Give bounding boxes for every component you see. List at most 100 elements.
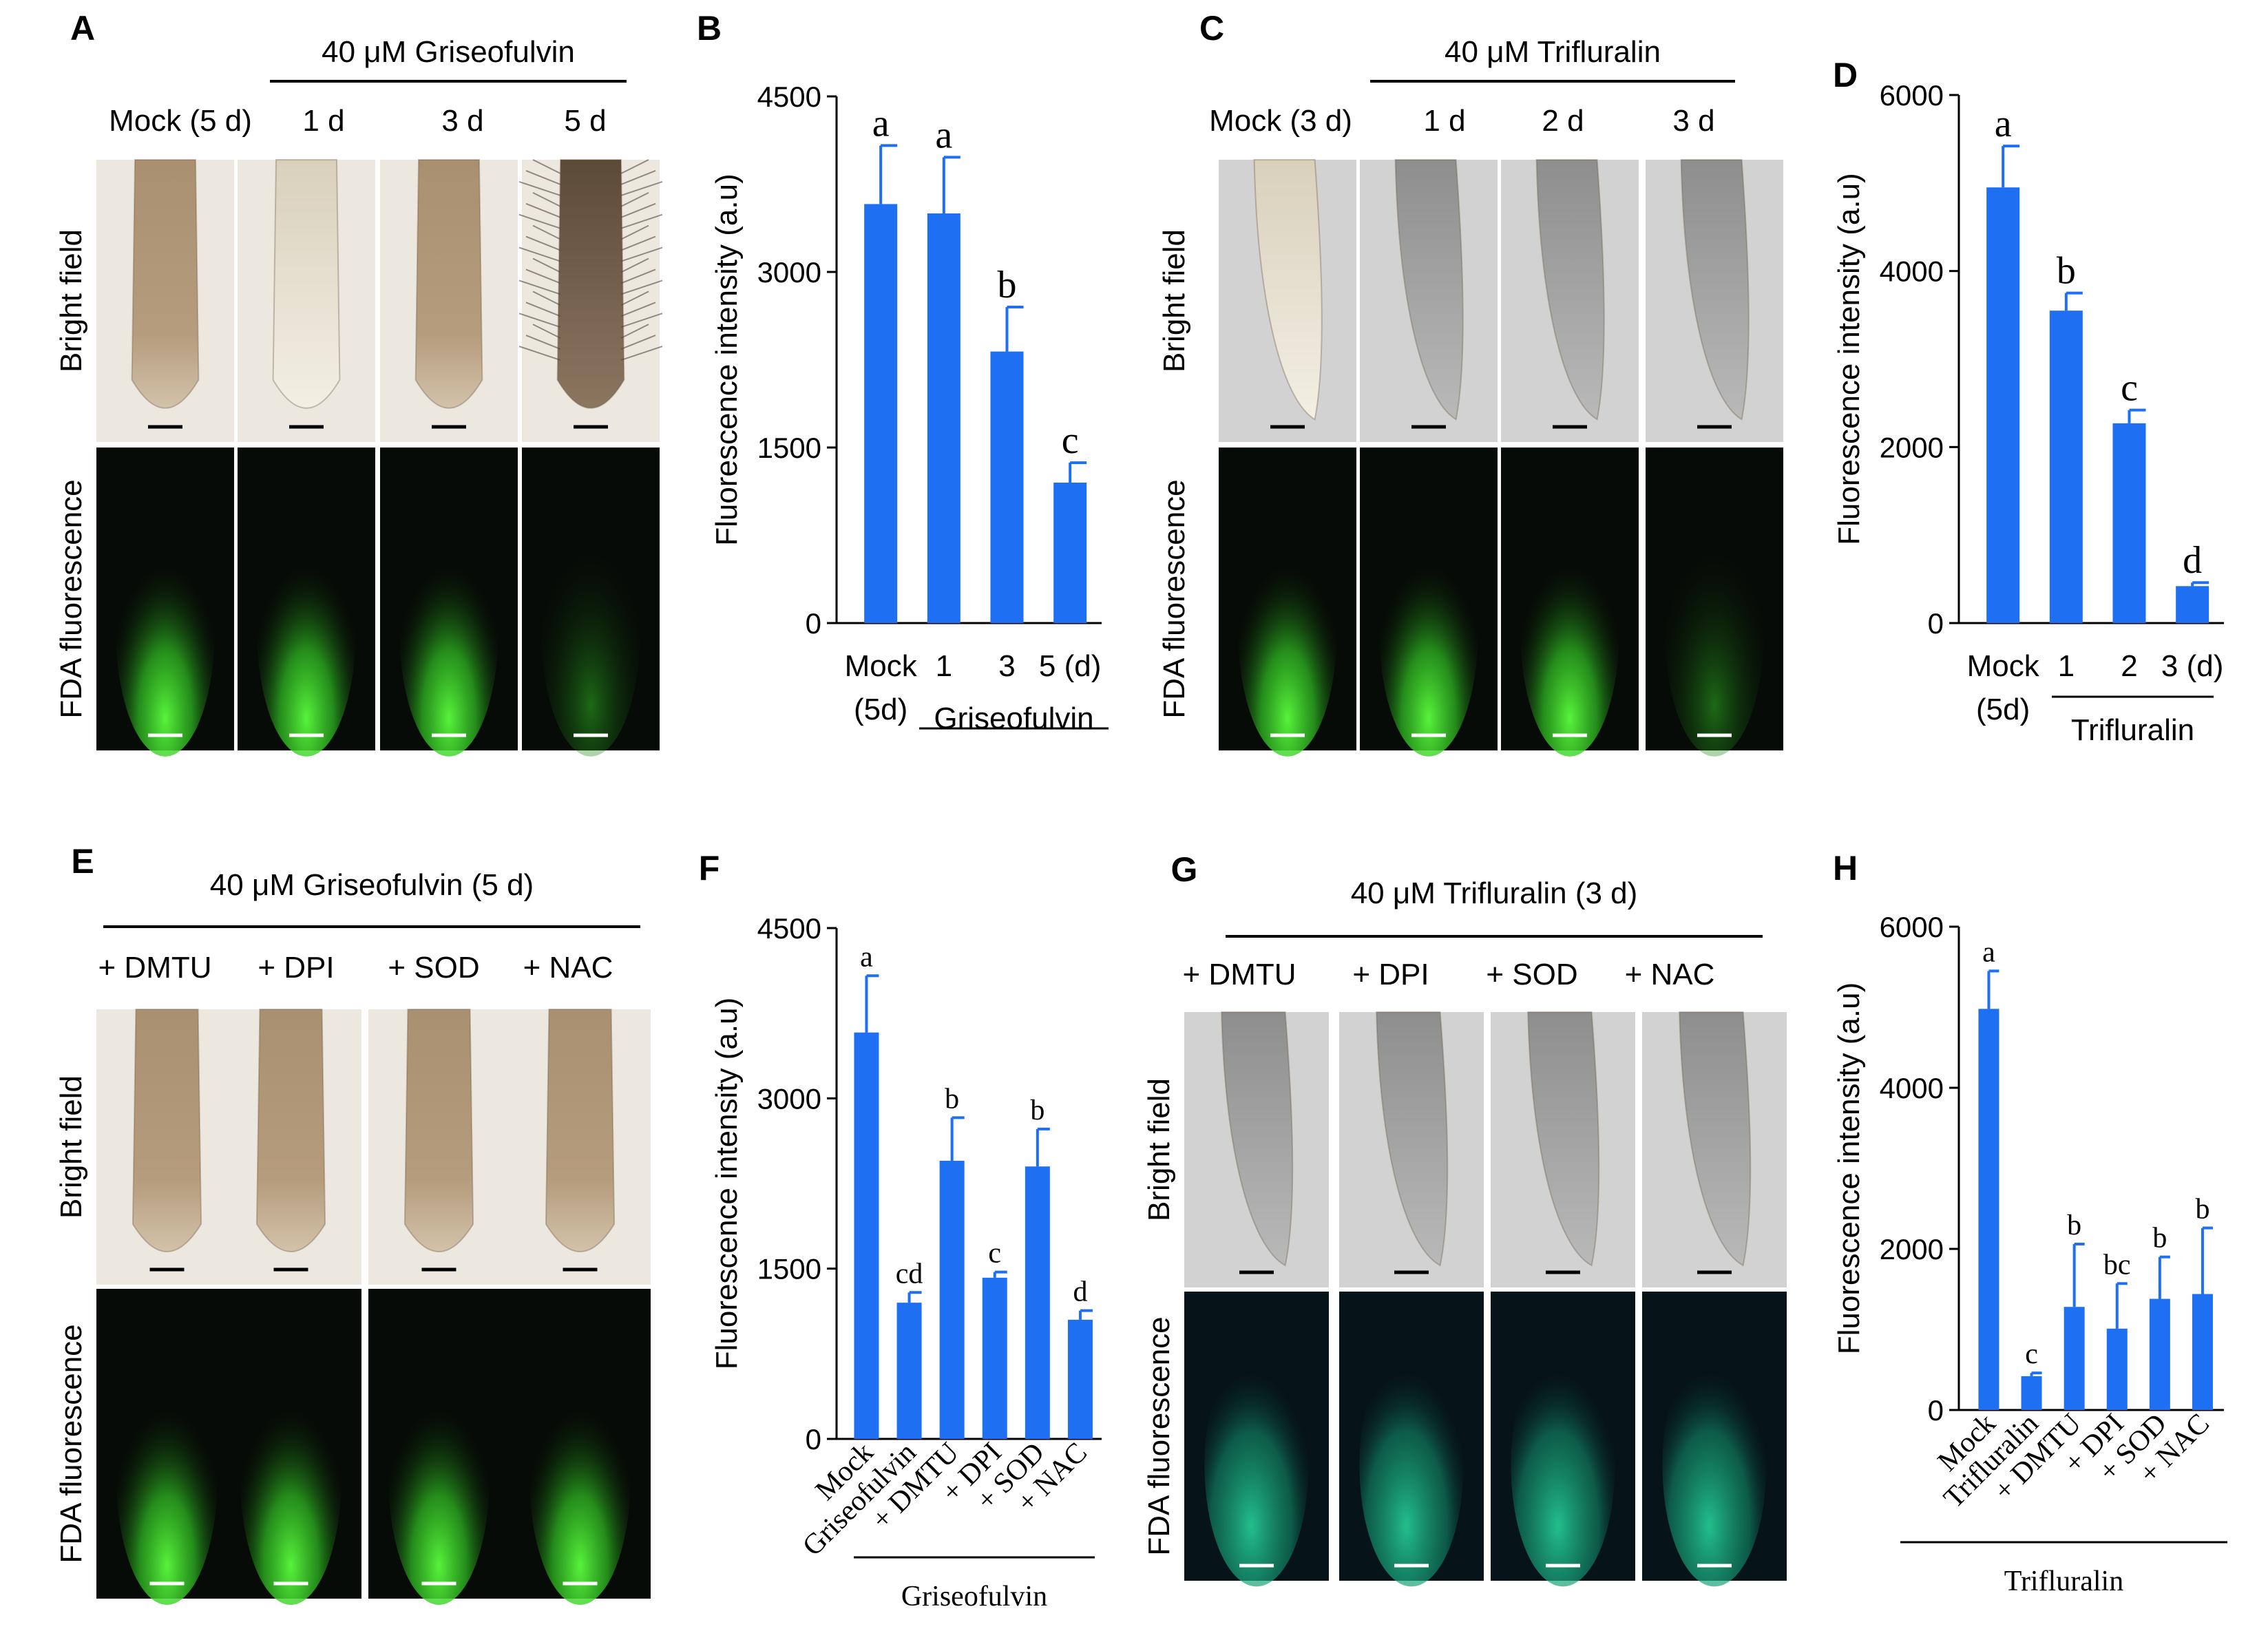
column-label: 1 d xyxy=(302,104,344,138)
fluorescent-root-signal xyxy=(1520,502,1619,757)
column-label: + DMTU xyxy=(98,951,212,985)
significance-letter: c xyxy=(1062,419,1079,462)
significance-letter: b xyxy=(945,1083,959,1115)
bar-chart-h: H 0 2000 4000 6000 Fluorescence intensity (a.… xyxy=(1832,849,2227,1597)
root-hair xyxy=(620,224,649,240)
bar xyxy=(2176,586,2209,623)
root-tip-shape xyxy=(272,159,341,409)
row-label-bright-field: Bright field xyxy=(54,229,88,372)
x-tick-label: 3 (d) xyxy=(2161,649,2223,683)
root-hair xyxy=(525,170,561,185)
root-hair xyxy=(525,235,561,251)
root-hair xyxy=(620,280,663,295)
root-hair xyxy=(525,269,561,284)
root-hair xyxy=(620,180,663,196)
column-label: + DPI xyxy=(258,951,334,985)
root-hair xyxy=(620,246,663,262)
y-tick-label: 0 xyxy=(806,1423,821,1455)
root-tip-shape xyxy=(414,159,483,409)
root-hair xyxy=(620,302,656,317)
y-tick-label: 4500 xyxy=(757,912,821,945)
row-label-fda-fluorescence: FDA fluorescence xyxy=(1157,479,1191,718)
x-tick-label: Mock xyxy=(1967,649,2040,683)
bar xyxy=(990,351,1024,623)
fluorescent-root-signal xyxy=(257,502,356,757)
x-tick-label: 2 xyxy=(2121,649,2137,683)
root-hair xyxy=(620,170,656,185)
root-hair xyxy=(518,280,561,295)
panel-letter-g: G xyxy=(1171,850,1198,889)
panel-letter-d: D xyxy=(1833,56,1858,94)
row-label-bright-field: Bright field xyxy=(1157,229,1191,372)
y-axis-label: Fluorescence intensity (a.u) xyxy=(710,998,744,1369)
root-hair xyxy=(620,291,649,306)
significance-letter: c xyxy=(2121,367,2138,410)
significance-letter: b xyxy=(2057,250,2076,293)
y-tick-label: 6000 xyxy=(1880,911,1944,943)
significance-letter: bc xyxy=(2103,1249,2131,1281)
root-hair xyxy=(518,180,561,196)
treatment-title-e: 40 μM Griseofulvin (5 d) xyxy=(210,868,534,902)
fluorescent-root-signal xyxy=(1665,502,1764,757)
significance-letter: cd xyxy=(896,1258,923,1290)
image-panel-g xyxy=(1184,1011,1787,1587)
bar xyxy=(2049,311,2083,623)
significance-letter: c xyxy=(2025,1338,2038,1370)
root-hair xyxy=(620,159,649,174)
image-panel-e xyxy=(96,1009,651,1605)
x-tick-label: 1 xyxy=(2058,649,2075,683)
y-tick-label: 1500 xyxy=(757,432,821,464)
root-hair xyxy=(518,313,561,328)
y-tick-label: 0 xyxy=(1928,607,1944,640)
x-tick-label: 5 (d) xyxy=(1039,649,1101,683)
root-hair xyxy=(532,324,561,339)
bar xyxy=(854,1032,879,1439)
row-label-fda-fluorescence: FDA fluorescence xyxy=(54,479,88,718)
root-tip-shape xyxy=(131,159,200,409)
root-hair xyxy=(620,257,649,273)
significance-letter: d xyxy=(2183,539,2202,582)
bar-chart-f: F 0 1500 3000 4500 Fluorescence intensity (a.… xyxy=(699,849,1102,1612)
panel-letter-h: H xyxy=(1833,849,1858,887)
root-hair xyxy=(532,291,561,306)
significance-letter: a xyxy=(1982,936,1995,968)
bar xyxy=(864,204,898,623)
bar xyxy=(2106,1328,2128,1410)
root-hair xyxy=(532,257,561,273)
column-label: 3 d xyxy=(441,104,483,138)
root-tip-shape xyxy=(1253,159,1323,421)
y-tick-label: 0 xyxy=(806,607,821,640)
x-tick-sublabel: (5d) xyxy=(854,693,907,726)
fluorescent-root-signal xyxy=(1204,1343,1309,1587)
root-hair xyxy=(620,313,663,328)
root-hair xyxy=(518,213,561,229)
group-label: Trifluralin xyxy=(2071,713,2194,747)
column-label: + SOD xyxy=(388,951,479,985)
group-label: Griseofulvin xyxy=(934,702,1093,735)
x-tick-label: 1 xyxy=(936,649,952,683)
significance-letter: d xyxy=(1073,1276,1087,1308)
root-tip-shape xyxy=(1221,1011,1294,1267)
y-tick-label: 6000 xyxy=(1880,79,1944,112)
significance-letter: a xyxy=(860,941,873,973)
significance-letter: a xyxy=(935,114,952,156)
row-label-fda-fluorescence: FDA fluorescence xyxy=(54,1324,88,1563)
root-hair xyxy=(518,246,561,262)
root-hair xyxy=(620,324,649,339)
root-tip-shape xyxy=(545,1009,616,1252)
root-hair xyxy=(532,159,561,174)
bar xyxy=(2064,1307,2085,1410)
image-panel-a xyxy=(96,159,663,757)
root-tip-shape xyxy=(1535,159,1605,421)
significance-letter: b xyxy=(1030,1095,1044,1126)
y-tick-label: 2000 xyxy=(1880,1233,1944,1265)
panel-letter-c: C xyxy=(1199,9,1224,48)
root-tip-shape xyxy=(556,159,625,409)
root-hair xyxy=(620,269,656,284)
root-hair xyxy=(620,346,663,361)
bar xyxy=(1067,1319,1093,1439)
column-label: + NAC xyxy=(1625,958,1715,991)
root-tip-shape xyxy=(1679,1011,1752,1267)
column-label: Mock (5 d) xyxy=(109,104,252,138)
treatment-title-a: 40 μM Griseofulvin xyxy=(322,35,575,69)
